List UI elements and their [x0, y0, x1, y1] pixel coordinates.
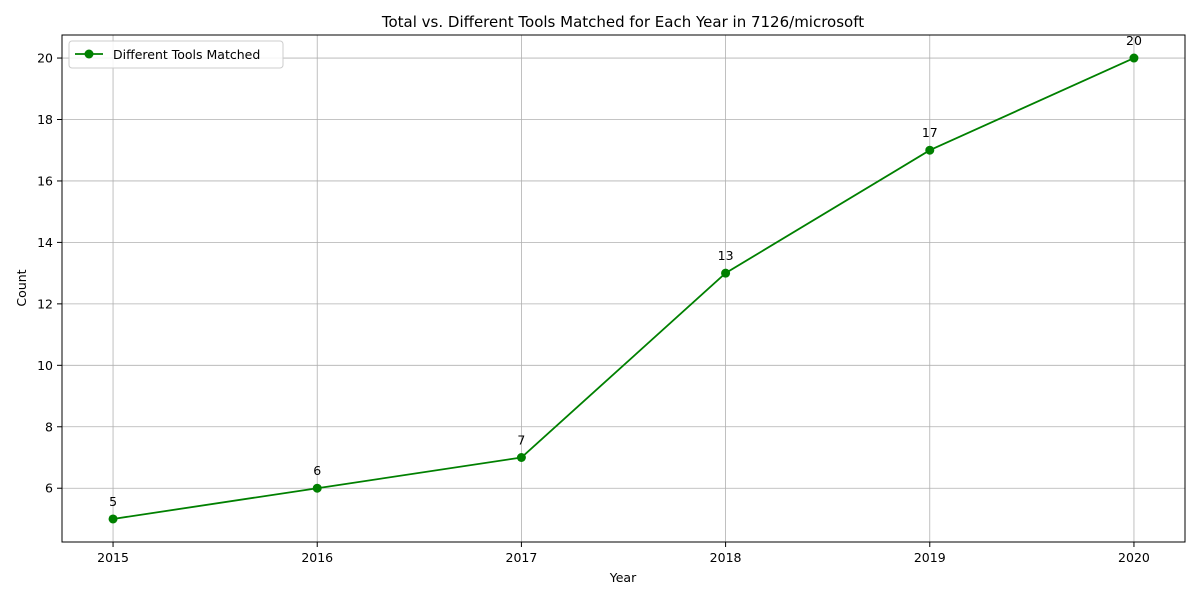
x-tick-label: 2016: [301, 550, 333, 565]
data-label: 17: [922, 125, 938, 140]
y-tick-label: 8: [45, 419, 53, 434]
x-tick-label: 2015: [97, 550, 129, 565]
y-tick-label: 18: [37, 112, 53, 127]
chart-title: Total vs. Different Tools Matched for Ea…: [381, 13, 864, 31]
x-tick-label: 2020: [1118, 550, 1150, 565]
y-tick-label: 6: [45, 481, 53, 496]
data-label: 5: [109, 494, 117, 509]
series-layer: 5 6 7 13 17 20: [108, 33, 1142, 524]
data-point: [516, 453, 526, 462]
x-axis-ticks: 2015 2016 2017 2018 2019 2020: [97, 542, 1150, 565]
data-point: [925, 145, 935, 155]
data-point: [108, 514, 118, 524]
legend-box: [68, 40, 284, 69]
x-tick-label: 2017: [506, 550, 538, 565]
y-tick-label: 20: [37, 51, 53, 66]
data-label: 6: [313, 463, 321, 478]
x-axis-label: Year: [609, 570, 637, 585]
legend-marker-swatch: [84, 49, 94, 59]
data-label: 13: [718, 248, 734, 263]
legend-entry-label: Different Tools Matched: [113, 47, 260, 62]
data-point: [312, 483, 322, 493]
data-label: 7: [517, 433, 525, 448]
data-point: [1129, 53, 1139, 63]
data-label: 20: [1126, 33, 1142, 48]
y-tick-label: 14: [37, 235, 53, 250]
series-line: [112, 57, 1135, 520]
x-tick-label: 2018: [710, 550, 742, 565]
y-tick-label: 12: [37, 296, 53, 311]
x-tick-label: 2019: [914, 550, 946, 565]
y-axis-label: Count: [14, 269, 29, 306]
legend: Different Tools Matched: [68, 40, 284, 69]
y-tick-label: 16: [37, 173, 53, 188]
plot-area-frame: [61, 34, 1186, 543]
y-axis-ticks: 6 8 10 12 14 16 18 20: [37, 51, 62, 496]
y-tick-label: 10: [37, 358, 53, 373]
data-point: [721, 268, 731, 278]
